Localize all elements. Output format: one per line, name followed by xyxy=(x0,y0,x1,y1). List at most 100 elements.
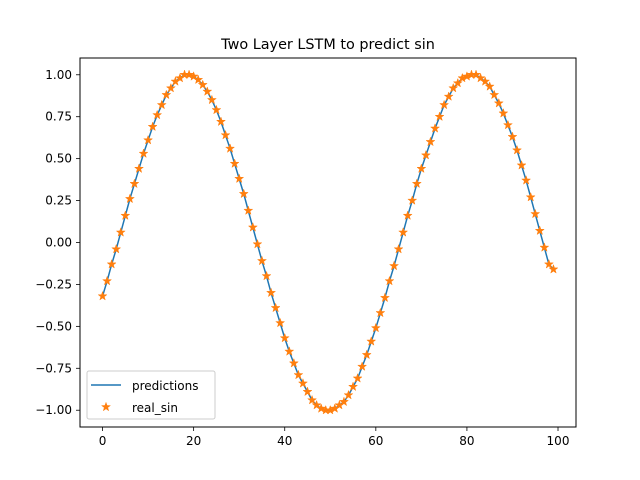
series-point-real-sin xyxy=(275,317,286,328)
legend-real-sin-label: real_sin xyxy=(132,401,178,415)
series-point-real-sin xyxy=(211,104,222,115)
x-tick-label: 80 xyxy=(459,434,474,448)
series-point-real-sin xyxy=(247,222,258,232)
series-point-real-sin xyxy=(202,86,213,96)
series-point-real-sin xyxy=(338,396,350,407)
legend: predictions real_sin xyxy=(86,370,216,420)
y-tick-label: 0.25 xyxy=(45,194,72,208)
series-point-real-sin xyxy=(120,210,131,221)
series-point-real-sin xyxy=(142,134,154,145)
series-point-real-sin xyxy=(416,163,427,174)
legend-real-sin-swatch xyxy=(100,401,112,412)
series-point-real-sin xyxy=(375,307,386,318)
series-point-real-sin xyxy=(297,378,309,388)
series-point-real-sin xyxy=(156,99,167,110)
series-point-real-sin xyxy=(484,81,495,91)
series-point-real-sin xyxy=(102,275,113,286)
series-point-real-sin xyxy=(388,260,400,271)
series-point-real-sin xyxy=(379,292,391,303)
y-tick-label: 0.75 xyxy=(45,110,72,124)
axes-frame xyxy=(79,57,577,428)
series-point-real-sin xyxy=(265,287,277,298)
series-point-real-sin xyxy=(97,290,108,301)
series-point-real-sin xyxy=(525,191,536,202)
series-point-real-sin xyxy=(498,107,509,118)
series-point-real-sin xyxy=(502,119,514,130)
series-point-real-sin xyxy=(530,208,541,219)
x-tick-label: 60 xyxy=(368,434,383,448)
series-point-real-sin xyxy=(516,159,527,170)
series-point-real-sin xyxy=(124,193,135,204)
series-point-real-sin xyxy=(352,373,363,383)
x-axis: 0 20 40 60 80 100 xyxy=(99,427,570,448)
series-point-real-sin xyxy=(147,121,158,132)
series-point-real-sin xyxy=(115,227,126,237)
series-point-real-sin xyxy=(238,188,249,199)
series-point-real-sin xyxy=(434,111,445,122)
series-point-real-sin xyxy=(443,91,454,101)
series-point-real-sin xyxy=(133,163,145,174)
series-point-real-sin xyxy=(234,173,245,184)
series-point-real-sin xyxy=(411,178,422,189)
y-tick-label: −0.50 xyxy=(35,319,72,333)
series-point-real-sin xyxy=(370,322,381,333)
series-point-real-sin xyxy=(347,381,359,392)
series-point-real-sin xyxy=(252,238,263,249)
series-point-real-sin xyxy=(402,210,413,221)
y-tick-label: −0.75 xyxy=(35,361,72,375)
legend-box xyxy=(86,370,216,420)
y-tick-label: 0.00 xyxy=(45,236,72,250)
series-point-real-sin xyxy=(256,255,268,266)
series-point-real-sin xyxy=(534,225,545,236)
series-point-real-sin xyxy=(206,94,217,105)
series-point-real-sin xyxy=(261,270,272,281)
series-point-real-sin xyxy=(407,195,418,205)
series-point-real-sin xyxy=(316,403,327,413)
series-point-real-sin xyxy=(343,389,354,400)
y-tick-label: 0.50 xyxy=(45,152,72,166)
series-point-real-sin xyxy=(439,99,450,110)
series-point-real-sin xyxy=(507,131,518,142)
chart-title: Two Layer LSTM to predict sin xyxy=(220,37,435,53)
series-point-real-sin xyxy=(539,242,550,252)
series-point-real-sin xyxy=(152,109,163,120)
series-point-real-sin xyxy=(138,148,149,158)
series-point-real-sin xyxy=(111,243,122,254)
series-point-real-sin xyxy=(448,82,459,93)
series-point-real-sin xyxy=(161,89,172,100)
series-point-real-sin xyxy=(398,227,409,237)
series-point-real-sin xyxy=(215,116,227,127)
legend-star-marker xyxy=(100,401,112,412)
series-point-real-sin xyxy=(224,143,236,153)
series-point-real-sin xyxy=(229,158,240,169)
series-point-real-sin xyxy=(293,369,304,380)
series-point-real-sin xyxy=(366,336,377,346)
series-point-real-sin xyxy=(393,243,404,254)
series-point-real-sin xyxy=(480,76,491,86)
series-point-real-sin xyxy=(284,346,295,356)
series-layer xyxy=(97,69,559,415)
series-point-real-sin xyxy=(306,394,318,405)
series-point-real-sin xyxy=(521,175,532,185)
x-tick-label: 0 xyxy=(99,434,107,448)
y-tick-label: −1.00 xyxy=(35,403,72,417)
series-point-real-sin xyxy=(270,302,281,313)
series-point-real-sin xyxy=(193,74,204,85)
series-point-real-sin xyxy=(361,349,372,360)
series-point-real-sin xyxy=(220,129,231,140)
series-point-real-sin xyxy=(452,77,463,88)
series-point-real-sin xyxy=(183,69,195,80)
series-point-real-sin xyxy=(288,357,299,368)
x-tick-label: 100 xyxy=(547,434,570,448)
series-point-real-sin xyxy=(106,258,117,269)
series-point-real-sin xyxy=(129,178,140,189)
series-point-real-sin xyxy=(429,123,441,133)
y-axis: −1.00 −0.75 −0.50 −0.25 0.00 0.25 0.50 0.75 1.00 xyxy=(35,68,80,417)
x-tick-label: 40 xyxy=(277,434,292,448)
series-point-real-sin xyxy=(425,136,436,147)
series-point-real-sin xyxy=(489,89,500,100)
y-tick-label: 1.00 xyxy=(45,68,72,82)
x-tick-label: 20 xyxy=(186,434,201,448)
series-point-real-sin xyxy=(511,144,523,155)
